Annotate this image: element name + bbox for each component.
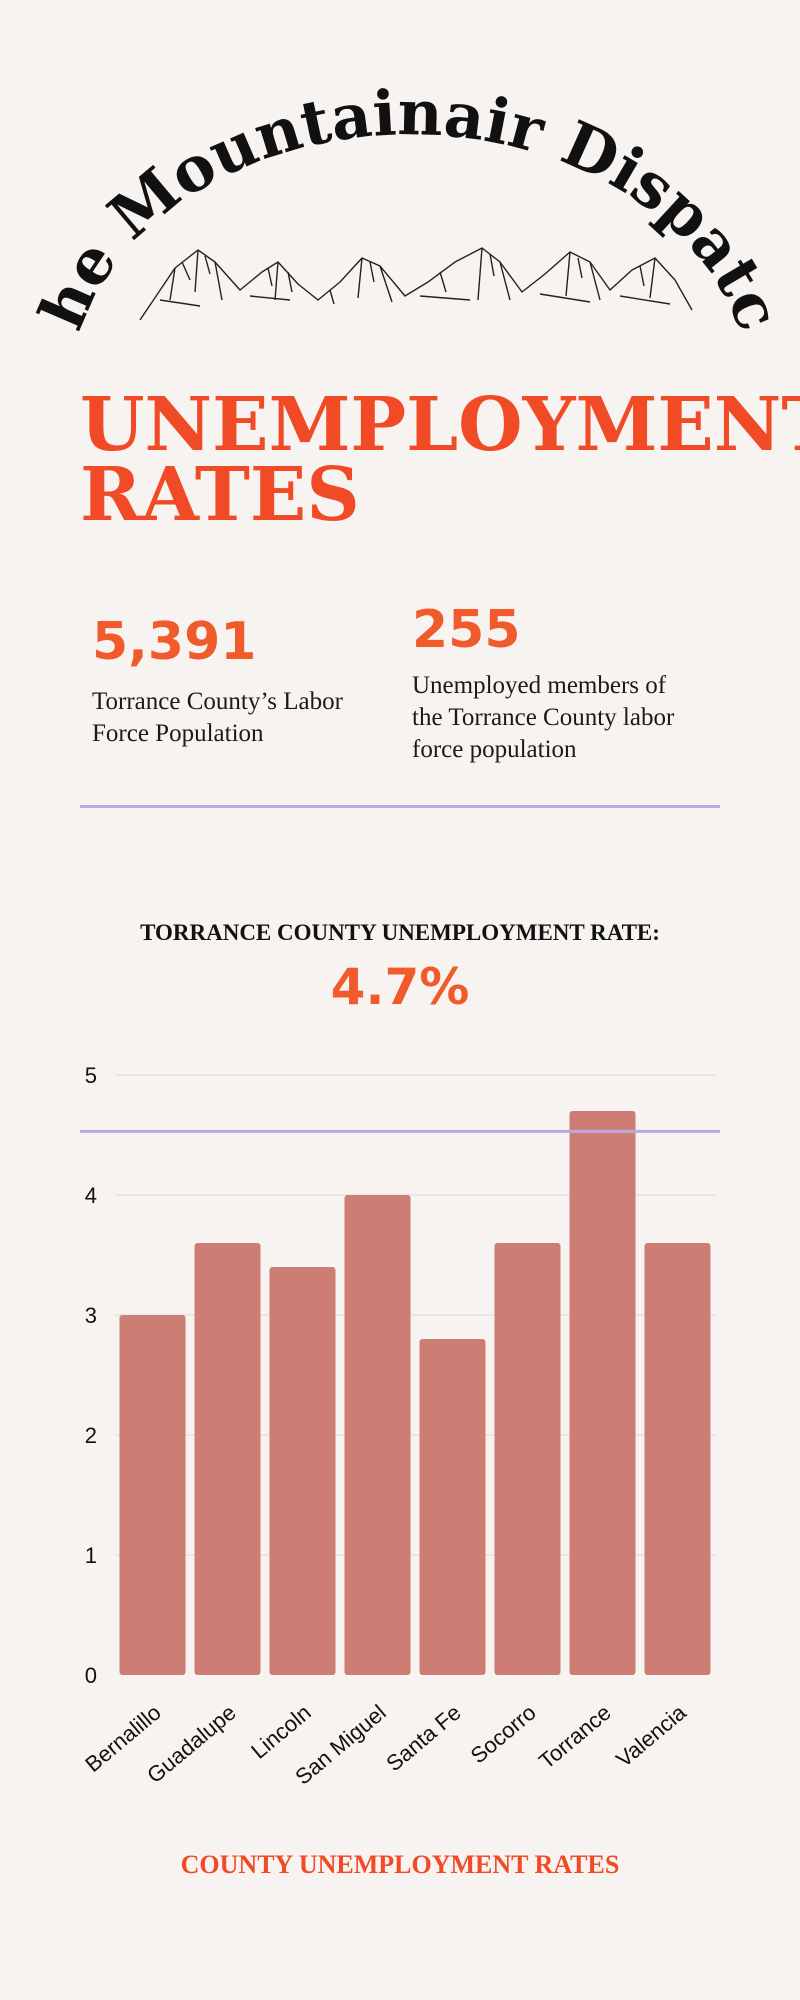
headline-line-1: UNEMPLOYMENT (80, 382, 800, 468)
labor-force-label-line: Force Population (92, 720, 264, 747)
mountains-illustration (139, 247, 693, 321)
bar (569, 1111, 636, 1675)
bar (194, 1243, 261, 1675)
rate-value: 4.7% (330, 958, 470, 1016)
y-tick-label: 1 (85, 1543, 97, 1568)
bar (644, 1243, 711, 1675)
unemployed-label-line: force population (412, 736, 577, 763)
x-tick-label: Valencia (611, 1699, 691, 1772)
unemployed-value: 255 (412, 600, 521, 660)
rate-label: TORRANCE COUNTY UNEMPLOYMENT RATE: (140, 920, 660, 945)
chart-title: COUNTY UNEMPLOYMENT RATES (180, 1850, 620, 1879)
unemployed-label-line: the Torrance County labor (412, 704, 675, 731)
headline-line-2: RATES (80, 452, 360, 538)
unemployed-label: Unemployed members of the Torrance Count… (412, 670, 674, 766)
x-tick-label: Socorro (466, 1700, 541, 1769)
bar (269, 1267, 336, 1675)
x-tick-label: Santa Fe (381, 1700, 465, 1777)
labor-force-label: Torrance County’s Labor Force Population (92, 686, 343, 750)
x-tick-label: Torrance (534, 1700, 616, 1774)
labor-force-label-line: Torrance County’s Labor (92, 688, 343, 715)
y-tick-label: 0 (85, 1663, 97, 1688)
y-tick-label: 3 (85, 1303, 97, 1328)
headline: UNEMPLOYMENT RATES (80, 382, 800, 538)
bar (419, 1339, 486, 1675)
section-divider (80, 805, 720, 808)
y-tick-label: 4 (85, 1183, 97, 1208)
masthead-title: The Mountainair Dispatch (0, 0, 795, 340)
y-tick-label: 5 (85, 1063, 97, 1088)
unemployed-label-line: Unemployed members of (412, 672, 667, 699)
x-tick-label: Lincoln (246, 1700, 315, 1764)
bar (344, 1195, 411, 1675)
bar (119, 1315, 186, 1675)
masthead-logo: The Mountainair Dispatch (0, 0, 795, 340)
y-tick-label: 2 (85, 1423, 97, 1448)
labor-force-value: 5,391 (92, 612, 257, 672)
bar (494, 1243, 561, 1675)
